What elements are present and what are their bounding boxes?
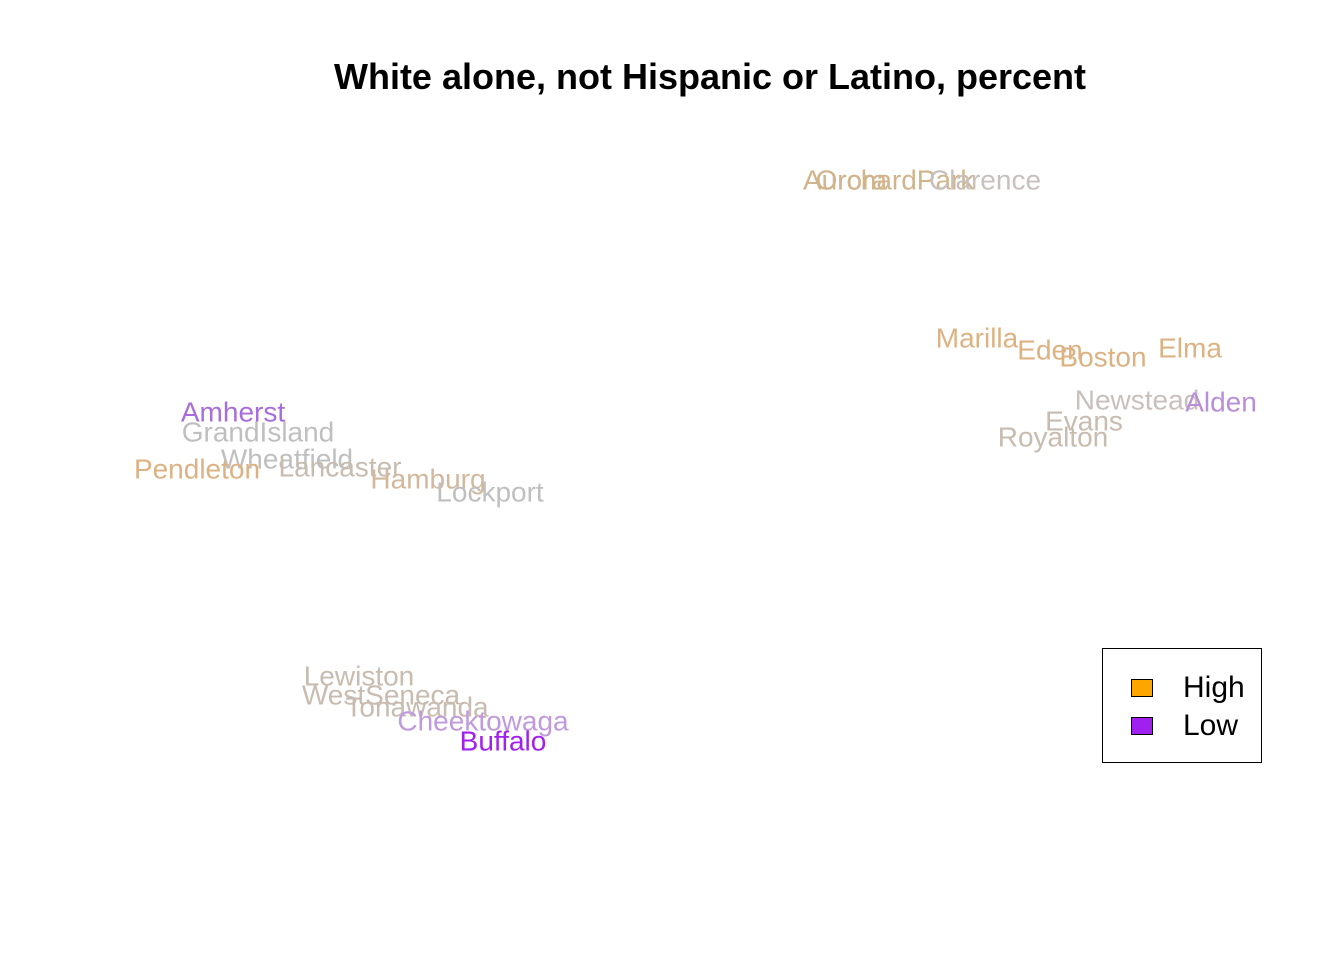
point-label-boston: Boston xyxy=(1059,341,1146,372)
point-label-grand-island: GrandIsland xyxy=(182,416,335,447)
point-label-amherst: Amherst xyxy=(181,396,285,427)
legend-label-high: High xyxy=(1183,671,1245,704)
legend-swatch-low xyxy=(1131,717,1153,735)
legend-swatch-high xyxy=(1131,679,1153,697)
point-label-marilla: Marilla xyxy=(936,322,1019,353)
point-label-lockport: Lockport xyxy=(436,476,544,507)
point-label-pendleton: Pendleton xyxy=(134,453,260,484)
legend: High Low xyxy=(1102,648,1262,763)
point-label-lancaster: Lancaster xyxy=(279,451,402,482)
legend-item-high: High xyxy=(1131,671,1245,704)
point-label-wheatfield: Wheatfield xyxy=(221,443,353,474)
point-label-elma: Elma xyxy=(1158,332,1222,363)
point-label-clarence: Clarence xyxy=(929,164,1041,195)
point-label-buffalo: Buffalo xyxy=(460,725,547,756)
point-label-aurora: Aurora xyxy=(803,164,887,195)
point-label-orchard-park: OrchardPark xyxy=(816,164,976,195)
legend-item-low: Low xyxy=(1131,709,1239,742)
point-label-royalton: Royalton xyxy=(998,421,1109,452)
point-label-tonawanda: Tonawanda xyxy=(345,691,489,722)
point-label-newstead: Newstead xyxy=(1075,384,1200,415)
point-label-eden: Eden xyxy=(1017,334,1082,365)
point-label-lewiston: Lewiston xyxy=(304,660,415,691)
point-label-hamburg: Hamburg xyxy=(370,463,485,494)
chart-title: White alone, not Hispanic or Latino, per… xyxy=(333,56,1087,97)
point-label-cheektowaga: Cheektowaga xyxy=(397,705,569,736)
point-label-alden: Alden xyxy=(1185,386,1257,417)
point-label-evans: Evans xyxy=(1045,405,1123,436)
point-label-west-seneca: WestSeneca xyxy=(302,679,461,710)
legend-label-low: Low xyxy=(1183,709,1239,742)
